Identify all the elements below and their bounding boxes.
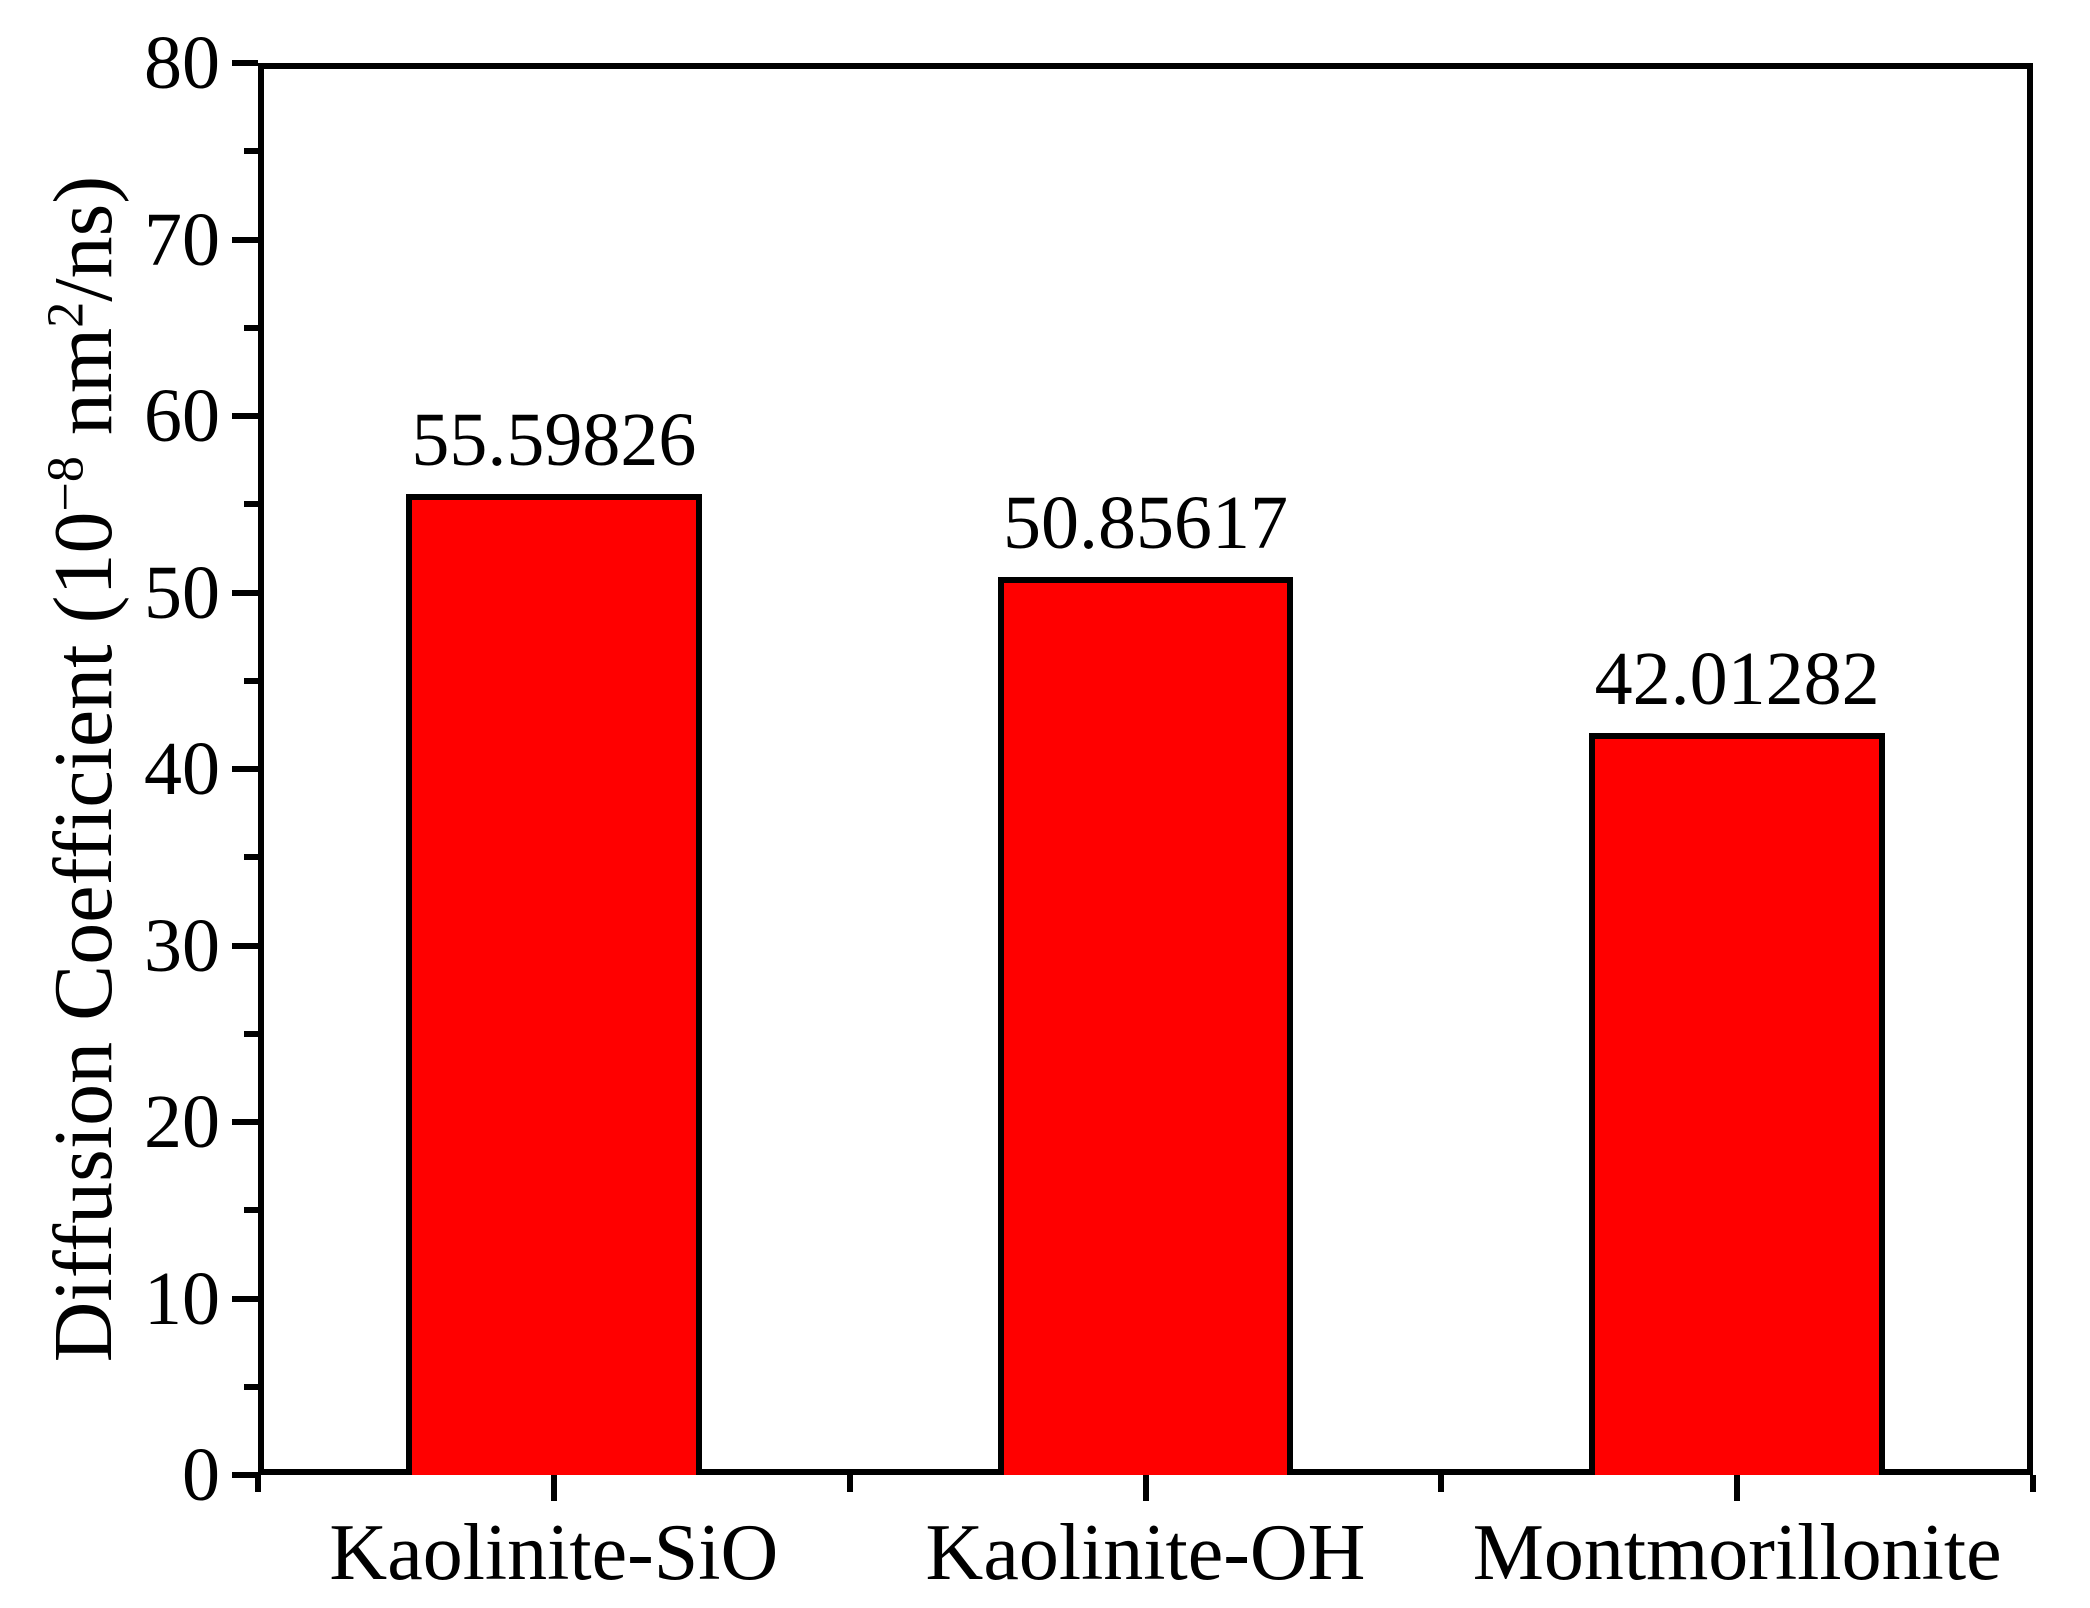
y-tick-label: 70	[144, 197, 220, 282]
y-tick-label: 10	[144, 1256, 220, 1341]
y-axis-title-text: Diffusion Coefficient (10	[37, 511, 130, 1363]
x-tick-label: Kaolinite-SiO	[329, 1509, 779, 1597]
y-tick-label: 60	[144, 374, 220, 458]
bar-value-label: 42.01282	[1594, 637, 1880, 722]
y-major-tick	[232, 236, 258, 243]
y-tick-label: 80	[144, 21, 220, 105]
plot-area: 0 10 20 30 40 50 60 70 80 55.59826 Kaolinite-SiO 50…	[144, 25, 2036, 1593]
x-major-tick	[1142, 1475, 1149, 1501]
x-major-tick	[550, 1475, 557, 1501]
bar-value-label: 55.59826	[411, 397, 697, 482]
bar	[997, 577, 1294, 1475]
y-minor-tick	[244, 1207, 258, 1214]
y-major-tick	[232, 60, 258, 66]
x-boundary-tick	[846, 1475, 853, 1492]
y-tick-label: 50	[144, 550, 220, 635]
x-major-tick	[1734, 1475, 1741, 1501]
y-minor-tick	[244, 1030, 258, 1037]
y-major-tick	[232, 942, 258, 949]
y-major-tick	[232, 1119, 258, 1125]
y-axis-title-units-end: /ns)	[37, 175, 130, 302]
y-minor-tick	[244, 501, 258, 508]
y-tick-label: 0	[182, 1433, 220, 1517]
y-axis-title-superscript-exponent: −8	[37, 456, 95, 512]
y-axis-title: Diffusion Coefficient (10−8 nm2/ns)	[37, 176, 130, 1363]
y-major-tick	[232, 589, 258, 596]
y-minor-tick	[244, 148, 258, 155]
x-boundary-tick	[2030, 1475, 2036, 1492]
y-axis-title-units: nm	[37, 327, 130, 457]
y-axis-title-superscript-squared: 2	[37, 301, 95, 328]
y-tick-label: 30	[144, 903, 220, 988]
bar-value-label: 50.85617	[1003, 481, 1288, 566]
bar	[1589, 733, 1886, 1475]
x-tick-label: Montmorillonite	[1472, 1509, 2002, 1597]
x-tick-label: Kaolinite-OH	[925, 1509, 1366, 1597]
y-major-tick	[232, 766, 258, 772]
y-minor-tick	[244, 854, 258, 861]
bar	[405, 493, 702, 1475]
y-major-tick	[232, 413, 258, 419]
y-major-tick	[232, 1295, 258, 1302]
y-tick-label: 40	[144, 727, 220, 811]
y-tick-label: 20	[144, 1080, 220, 1164]
x-boundary-tick	[1438, 1475, 1445, 1492]
y-minor-tick	[244, 324, 258, 331]
y-major-tick	[232, 1472, 258, 1478]
x-boundary-tick	[255, 1475, 261, 1492]
y-minor-tick	[244, 677, 258, 684]
y-minor-tick	[244, 1383, 258, 1390]
